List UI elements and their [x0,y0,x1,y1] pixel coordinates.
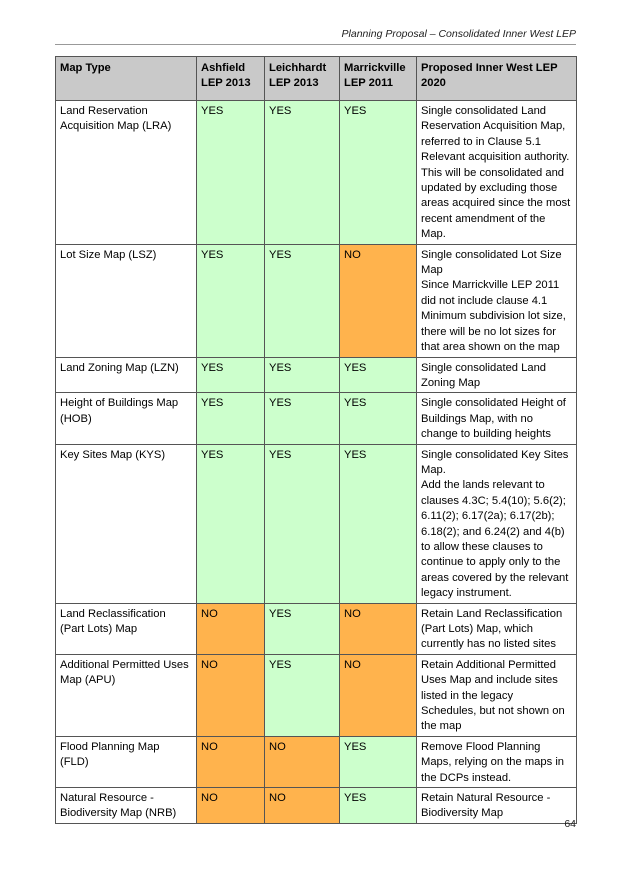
marrickville-status-cell: YES [339,735,417,789]
proposed-cell: Single consolidated Land Zoning Map [416,356,577,394]
map-comparison-table: Map Type Ashfield LEP 2013 Leichhardt LE… [55,56,577,824]
map-type-cell: Height of Buildings Map (HOB) [55,392,197,445]
ashfield-status-cell: NO [196,653,265,737]
marrickville-status-cell: NO [339,653,417,737]
map-type-cell: Land Zoning Map (LZN) [55,356,197,394]
table-row: Height of Buildings Map (HOB) YES YES YES Si… [55,392,577,445]
map-type-cell: Additional Permitted Uses Map (APU) [55,653,197,737]
proposed-cell: Single consolidated Key Sites Map. Add t… [416,443,577,604]
proposed-cell: Single consolidated Height of Buildings … [416,392,577,445]
map-type-cell: Key Sites Map (KYS) [55,443,197,604]
proposed-cell: Remove Flood Planning Maps, relying on t… [416,735,577,789]
map-type-cell: Lot Size Map (LSZ) [55,243,197,358]
map-type-cell: Land Reclassification (Part Lots) Map [55,602,197,655]
leichhardt-status-cell: YES [264,392,340,445]
table-row: Land Reclassification (Part Lots) Map NO Y… [55,602,577,655]
table-row: Natural Resource - Biodiversity Map (NRB… [55,787,577,824]
leichhardt-status-cell: YES [264,602,340,655]
proposed-cell: Single consolidated Lot Size Map Since M… [416,243,577,358]
leichhardt-status-cell: YES [264,243,340,358]
table-header-row: Map Type Ashfield LEP 2013 Leichhardt LE… [55,56,577,101]
leichhardt-status-cell: NO [264,787,340,824]
marrickville-status-cell: YES [339,100,417,245]
leichhardt-status-cell: NO [264,735,340,789]
proposed-cell: Single consolidated Land Reservation Acq… [416,100,577,245]
marrickville-status-cell: YES [339,787,417,824]
marrickville-status-cell: NO [339,602,417,655]
header-rule [55,44,576,45]
ashfield-status-cell: YES [196,100,265,245]
document-header: Planning Proposal – Consolidated Inner W… [341,28,576,40]
ashfield-status-cell: YES [196,356,265,394]
page-number: 64 [564,818,576,830]
marrickville-status-cell: YES [339,392,417,445]
marrickville-status-cell: YES [339,356,417,394]
table-row: Land Reservation Acquisition Map (LRA) YE… [55,100,577,245]
header-ashfield: Ashfield LEP 2013 [196,56,265,101]
table-row: Key Sites Map (KYS) YES YES YES Single conso… [55,443,577,604]
ashfield-status-cell: YES [196,243,265,358]
ashfield-status-cell: NO [196,735,265,789]
header-marrickville: Marrickville LEP 2011 [339,56,417,101]
ashfield-status-cell: NO [196,787,265,824]
proposed-cell: Retain Natural Resource - Biodiversity M… [416,787,577,824]
leichhardt-status-cell: YES [264,653,340,737]
marrickville-status-cell: NO [339,243,417,358]
header-proposed: Proposed Inner West LEP 2020 [416,56,577,101]
map-type-cell: Natural Resource - Biodiversity Map (NRB… [55,787,197,824]
ashfield-status-cell: YES [196,443,265,604]
table-row: Additional Permitted Uses Map (APU) NO YES… [55,653,577,737]
leichhardt-status-cell: YES [264,100,340,245]
proposed-cell: Retain Additional Permitted Uses Map and… [416,653,577,737]
map-type-cell: Flood Planning Map (FLD) [55,735,197,789]
header-map-type: Map Type [55,56,197,101]
marrickville-status-cell: YES [339,443,417,604]
table-row: Lot Size Map (LSZ) YES YES NO Single consoli… [55,243,577,358]
map-type-cell: Land Reservation Acquisition Map (LRA) [55,100,197,245]
leichhardt-status-cell: YES [264,356,340,394]
ashfield-status-cell: NO [196,602,265,655]
ashfield-status-cell: YES [196,392,265,445]
header-leichhardt: Leichhardt LEP 2013 [264,56,340,101]
table-row: Flood Planning Map (FLD) NO NO YES Remove Fl… [55,735,577,789]
proposed-cell: Retain Land Reclassification (Part Lots)… [416,602,577,655]
leichhardt-status-cell: YES [264,443,340,604]
table-row: Land Zoning Map (LZN) YES YES YES Single con… [55,356,577,394]
